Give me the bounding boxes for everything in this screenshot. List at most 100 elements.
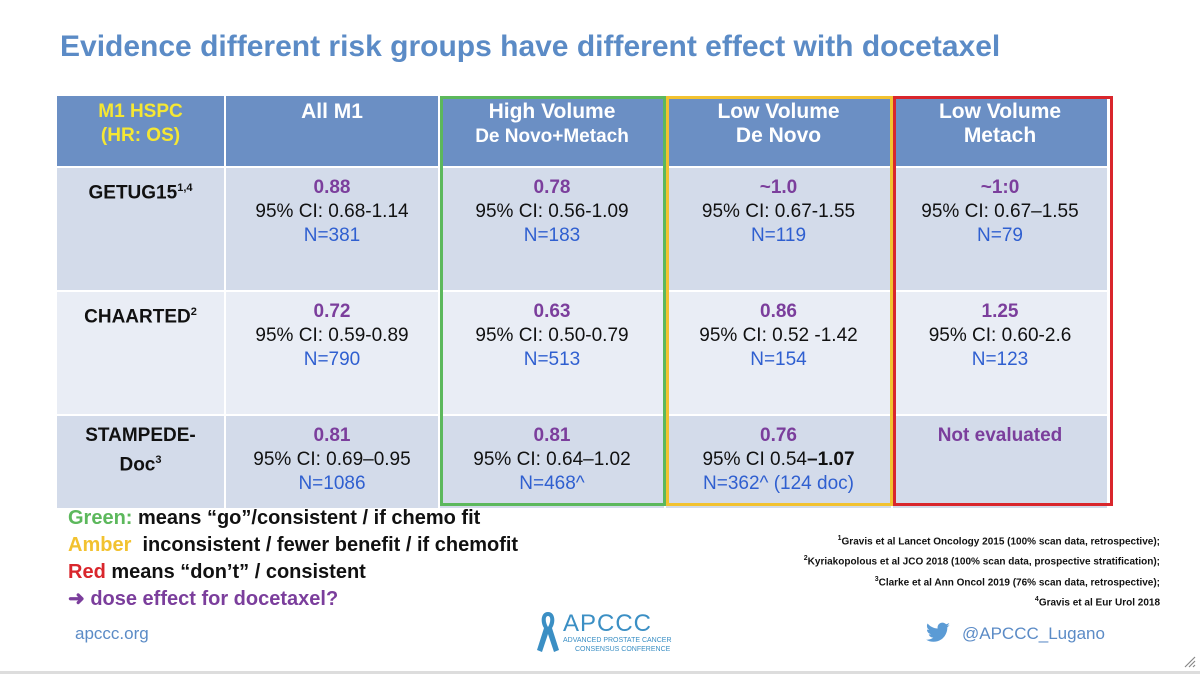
reference-item: 3Clarke et al Ann Oncol 2019 (76% scan d…: [700, 571, 1160, 591]
sample-size: N=1086: [298, 473, 366, 494]
confidence-interval: 95% CI: 0.67–1.55: [921, 201, 1079, 222]
table-row-chaarted: CHAARTED2 0.72 95% CI: 0.59-0.89 N=790 0…: [57, 292, 1109, 416]
header-low-volume-denovo-line2: De Novo: [735, 124, 822, 147]
table-cell: 1.25 95% CI: 0.60-2.6 N=123: [893, 292, 1109, 416]
hazard-ratio: 1.25: [981, 301, 1019, 322]
legend-amber-text: inconsistent / fewer benefit / if chemof…: [131, 534, 519, 556]
legend-green-word: Green:: [68, 507, 133, 529]
reference-text: Gravis et al Lancet Oncology 2015 (100% …: [841, 536, 1160, 548]
header-low-volume-denovo: Low Volume De Novo: [666, 96, 893, 168]
reference-number: 3: [874, 575, 879, 583]
confidence-interval: 95% CI: 0.67-1.55: [701, 201, 856, 222]
references: 1Gravis et al Lancet Oncology 2015 (100%…: [700, 530, 1160, 611]
reference-number: 4: [1034, 595, 1039, 603]
twitter-link[interactable]: @APCCC_Lugano: [922, 618, 1142, 648]
legend-red: Red means “don’t” / consistent: [68, 559, 688, 586]
header-high-volume: High Volume De Novo+Metach: [440, 96, 666, 168]
reference-number: 2: [803, 555, 808, 563]
slide-title: Evidence different risk groups have diff…: [60, 30, 1001, 63]
reference-text: Clarke et al Ann Oncol 2019 (76% scan da…: [878, 576, 1160, 588]
row-label-getug15-sup: 1,4: [177, 182, 193, 194]
confidence-interval: 95% CI: 0.64–1.02: [473, 449, 631, 470]
row-label-stampede: STAMPEDE- Doc3: [57, 416, 226, 510]
hazard-ratio: 0.78: [533, 177, 571, 198]
header-low-volume-metach-line1: Low Volume: [938, 100, 1062, 123]
confidence-interval: 95% CI: 0.56-1.09: [475, 201, 629, 222]
header-all-m1-label: All M1: [301, 100, 363, 123]
color-legend: Green: means “go”/consistent / if chemo …: [68, 505, 688, 613]
logo-line2: CONSENSUS CONFERENCE: [575, 646, 671, 653]
sample-size: N=468^: [519, 473, 585, 494]
legend-amber-word: Amber: [68, 534, 132, 556]
row-label-chaarted: CHAARTED2: [57, 292, 226, 416]
header-high-volume-line1: High Volume: [488, 100, 616, 123]
confidence-interval: 95% CI: 0.60-2.6: [928, 325, 1072, 346]
reference-item: 1Gravis et al Lancet Oncology 2015 (100%…: [700, 530, 1160, 550]
legend-amber: Amber inconsistent / fewer benefit / if …: [68, 532, 688, 559]
confidence-interval: 95% CI: 0.59-0.89: [255, 325, 409, 346]
hazard-ratio: 0.81: [533, 425, 571, 446]
legend-green-text: means “go”/consistent / if chemo fit: [132, 507, 481, 529]
table-cell: 0.63 95% CI: 0.50-0.79 N=513: [440, 292, 666, 416]
confidence-interval: 95% CI: 0.52 -1.42: [699, 325, 858, 346]
sample-size: N=362^ (124 doc): [703, 473, 854, 494]
legend-red-word: Red: [68, 561, 106, 583]
logo-line1: ADVANCED PROSTATE CANCER: [563, 637, 672, 644]
resize-grip-icon[interactable]: [1184, 656, 1196, 668]
table-cell: 0.86 95% CI: 0.52 -1.42 N=154: [666, 292, 893, 416]
row-label-getug15-text: GETUG15: [88, 182, 178, 204]
header-low-volume-denovo-line1: Low Volume: [717, 100, 840, 123]
hazard-ratio: 0.72: [313, 301, 351, 322]
table-cell: 0.72 95% CI: 0.59-0.89 N=790: [226, 292, 440, 416]
row-label-chaarted-text: CHAARTED: [84, 306, 191, 328]
evidence-table: M1 HSPC (HR: OS) All M1 High Volume De N…: [57, 96, 1109, 510]
sample-size: N=154: [750, 349, 807, 370]
hazard-ratio: 0.86: [760, 301, 797, 322]
row-label-stampede-line1: STAMPEDE-: [85, 425, 196, 446]
legend-dose-effect: ➜ dose effect for docetaxel?: [68, 588, 339, 610]
table-header-row: M1 HSPC (HR: OS) All M1 High Volume De N…: [57, 96, 1109, 168]
sample-size: N=79: [977, 225, 1023, 246]
confidence-interval: 95% CI: 0.69–0.95: [253, 449, 411, 470]
hazard-ratio: ~1:0: [980, 177, 1020, 198]
hazard-ratio: 0.81: [313, 425, 351, 446]
hazard-ratio: 0.63: [533, 301, 571, 322]
table-cell: 0.76 95% CI 0.54–1.07 N=362^ (124 doc): [666, 416, 893, 510]
hazard-ratio: ~1.0: [759, 177, 798, 198]
confidence-interval-prefix: 95% CI 0.54: [702, 449, 808, 470]
row-label-chaarted-sup: 2: [190, 306, 197, 318]
row-label-getug15: GETUG151,4: [57, 168, 226, 292]
table-row-getug15: GETUG151,4 0.88 95% CI: 0.68-1.14 N=381 …: [57, 168, 1109, 292]
table-cell: Not evaluated: [893, 416, 1109, 510]
confidence-interval: 95% CI: 0.50-0.79: [475, 325, 629, 346]
confidence-interval-bold: –1.07: [807, 449, 855, 470]
table-cell: 0.88 95% CI: 0.68-1.14 N=381: [226, 168, 440, 292]
hazard-ratio: 0.76: [760, 425, 797, 446]
confidence-interval: 95% CI: 0.68-1.14: [255, 201, 409, 222]
header-low-volume-metach: Low Volume Metach: [893, 96, 1109, 168]
row-label-stampede-sup: 3: [155, 454, 162, 466]
website-link[interactable]: apccc.org: [75, 624, 149, 643]
logo-name: APCCC: [563, 610, 653, 637]
twitter-bird-icon: [925, 622, 950, 642]
header-corner: M1 HSPC (HR: OS): [57, 96, 226, 168]
awareness-ribbon-icon: [537, 612, 559, 652]
reference-item: 4Gravis et al Eur Urol 2018: [700, 591, 1160, 611]
table-row-stampede: STAMPEDE- Doc3 0.81 95% CI: 0.69–0.95 N=…: [57, 416, 1109, 510]
table-cell: ~1:0 95% CI: 0.67–1.55 N=79: [893, 168, 1109, 292]
sample-size: N=183: [523, 225, 581, 246]
window-bottom-edge: [0, 671, 1200, 674]
header-low-volume-metach-line2: Metach: [963, 124, 1037, 147]
reference-text: Gravis et al Eur Urol 2018: [1038, 597, 1160, 609]
sample-size: N=790: [303, 349, 361, 370]
legend-red-text: means “don’t” / consistent: [105, 561, 366, 583]
sample-size: N=381: [303, 225, 361, 246]
hazard-ratio: 0.88: [313, 177, 351, 198]
table-cell: 0.81 95% CI: 0.69–0.95 N=1086: [226, 416, 440, 510]
table-cell: 0.81 95% CI: 0.64–1.02 N=468^: [440, 416, 666, 510]
header-all-m1: All M1: [226, 96, 440, 168]
legend-green: Green: means “go”/consistent / if chemo …: [68, 505, 688, 532]
table-cell: 0.78 95% CI: 0.56-1.09 N=183: [440, 168, 666, 292]
not-evaluated-label: Not evaluated: [937, 425, 1063, 446]
